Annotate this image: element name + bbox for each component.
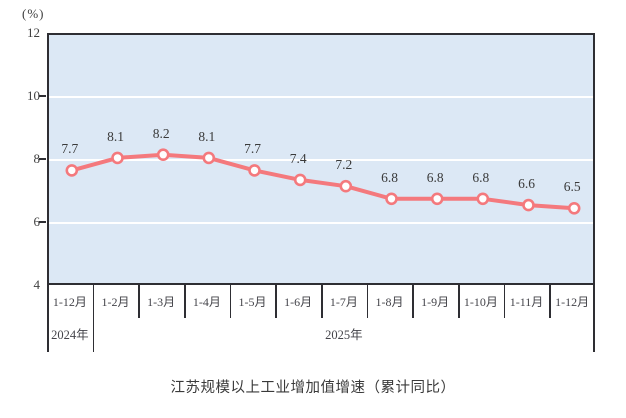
data-point-value-label: 6.8	[472, 169, 490, 185]
data-point-marker	[522, 198, 535, 212]
line-series	[65, 148, 581, 215]
data-point-value-label: 7.4	[289, 150, 307, 166]
x-axis-category-label: 1-2月	[101, 295, 130, 309]
y-axis-tick-mark	[39, 221, 46, 223]
x-axis-category-label: 1-11月	[509, 295, 544, 309]
data-point-value-label: 7.2	[335, 157, 353, 173]
x-axis-cell-divider	[184, 285, 186, 318]
x-axis-cell-divider	[458, 285, 460, 318]
x-axis-category-label: 1-5月	[238, 295, 267, 309]
plot-area	[47, 33, 595, 285]
x-axis-group-divider	[92, 285, 95, 352]
gridline	[49, 222, 593, 224]
x-axis-cell-divider	[138, 285, 140, 318]
x-axis-group-divider	[47, 285, 49, 352]
x-axis-cell-divider	[321, 285, 323, 318]
data-point-value-label: 8.1	[107, 128, 124, 144]
y-axis-unit-label: (%)	[22, 6, 45, 21]
data-point-marker	[385, 192, 398, 206]
x-axis-category-label: 1-4月	[192, 295, 221, 309]
x-axis-category-label: 1-8月	[375, 295, 404, 309]
y-tick-label: 10	[27, 88, 40, 103]
data-point-marker	[202, 151, 216, 165]
data-point-marker	[476, 192, 490, 206]
x-axis-category-label: 1-6月	[284, 295, 313, 309]
data-point-value-label: 6.5	[563, 179, 581, 195]
x-axis-year-label: 2024年	[51, 327, 89, 342]
data-point-marker	[156, 148, 170, 161]
data-point-marker	[339, 179, 353, 193]
x-axis-cell-divider	[549, 285, 551, 318]
data-point-value-label: 7.7	[61, 141, 79, 157]
y-tick-label: 8	[33, 151, 41, 166]
data-point-marker	[430, 192, 444, 206]
chart-title: 江苏规模以上工业增加值增速（累计同比）	[170, 380, 456, 396]
data-point-value-label: 6.8	[426, 169, 444, 185]
data-point-value-label: 8.2	[152, 125, 170, 141]
data-point-marker	[111, 151, 124, 165]
y-tick-label: 4	[33, 277, 41, 292]
x-axis-group-divider	[593, 285, 595, 352]
x-axis-category-label: 1-9月	[421, 295, 450, 309]
data-point-marker	[293, 173, 307, 187]
y-axis-tick-mark	[39, 95, 46, 97]
x-axis-cell-divider	[412, 285, 414, 318]
x-axis-year-label: 2025年	[325, 327, 363, 342]
y-tick-label: 12	[27, 25, 40, 40]
x-axis-cell-divider	[229, 285, 232, 318]
y-axis-tick-mark	[39, 158, 46, 160]
data-point-value-label: 6.8	[381, 169, 398, 185]
data-point-marker	[248, 164, 261, 177]
gridline	[49, 159, 593, 161]
x-axis-category-label: 1-10月	[463, 295, 498, 309]
x-axis-category-label: 1-12月	[52, 295, 87, 309]
series-line	[69, 152, 577, 211]
data-point-marker	[65, 164, 79, 177]
data-point-value-label: 7.7	[244, 141, 261, 157]
x-axis-category-label: 1-12月	[555, 295, 590, 309]
data-point-marker	[567, 202, 581, 215]
x-axis-cell-divider	[366, 285, 369, 318]
gridline	[49, 96, 593, 98]
y-tick-label: 6	[33, 214, 41, 229]
data-point-value-label: 6.6	[518, 176, 535, 192]
x-axis-cell-divider	[503, 285, 506, 318]
x-axis-category-label: 1-7月	[329, 295, 358, 309]
x-axis-category-label: 1-3月	[147, 295, 176, 309]
x-axis-cell-divider	[275, 285, 277, 318]
data-point-value-label: 8.1	[198, 128, 216, 144]
